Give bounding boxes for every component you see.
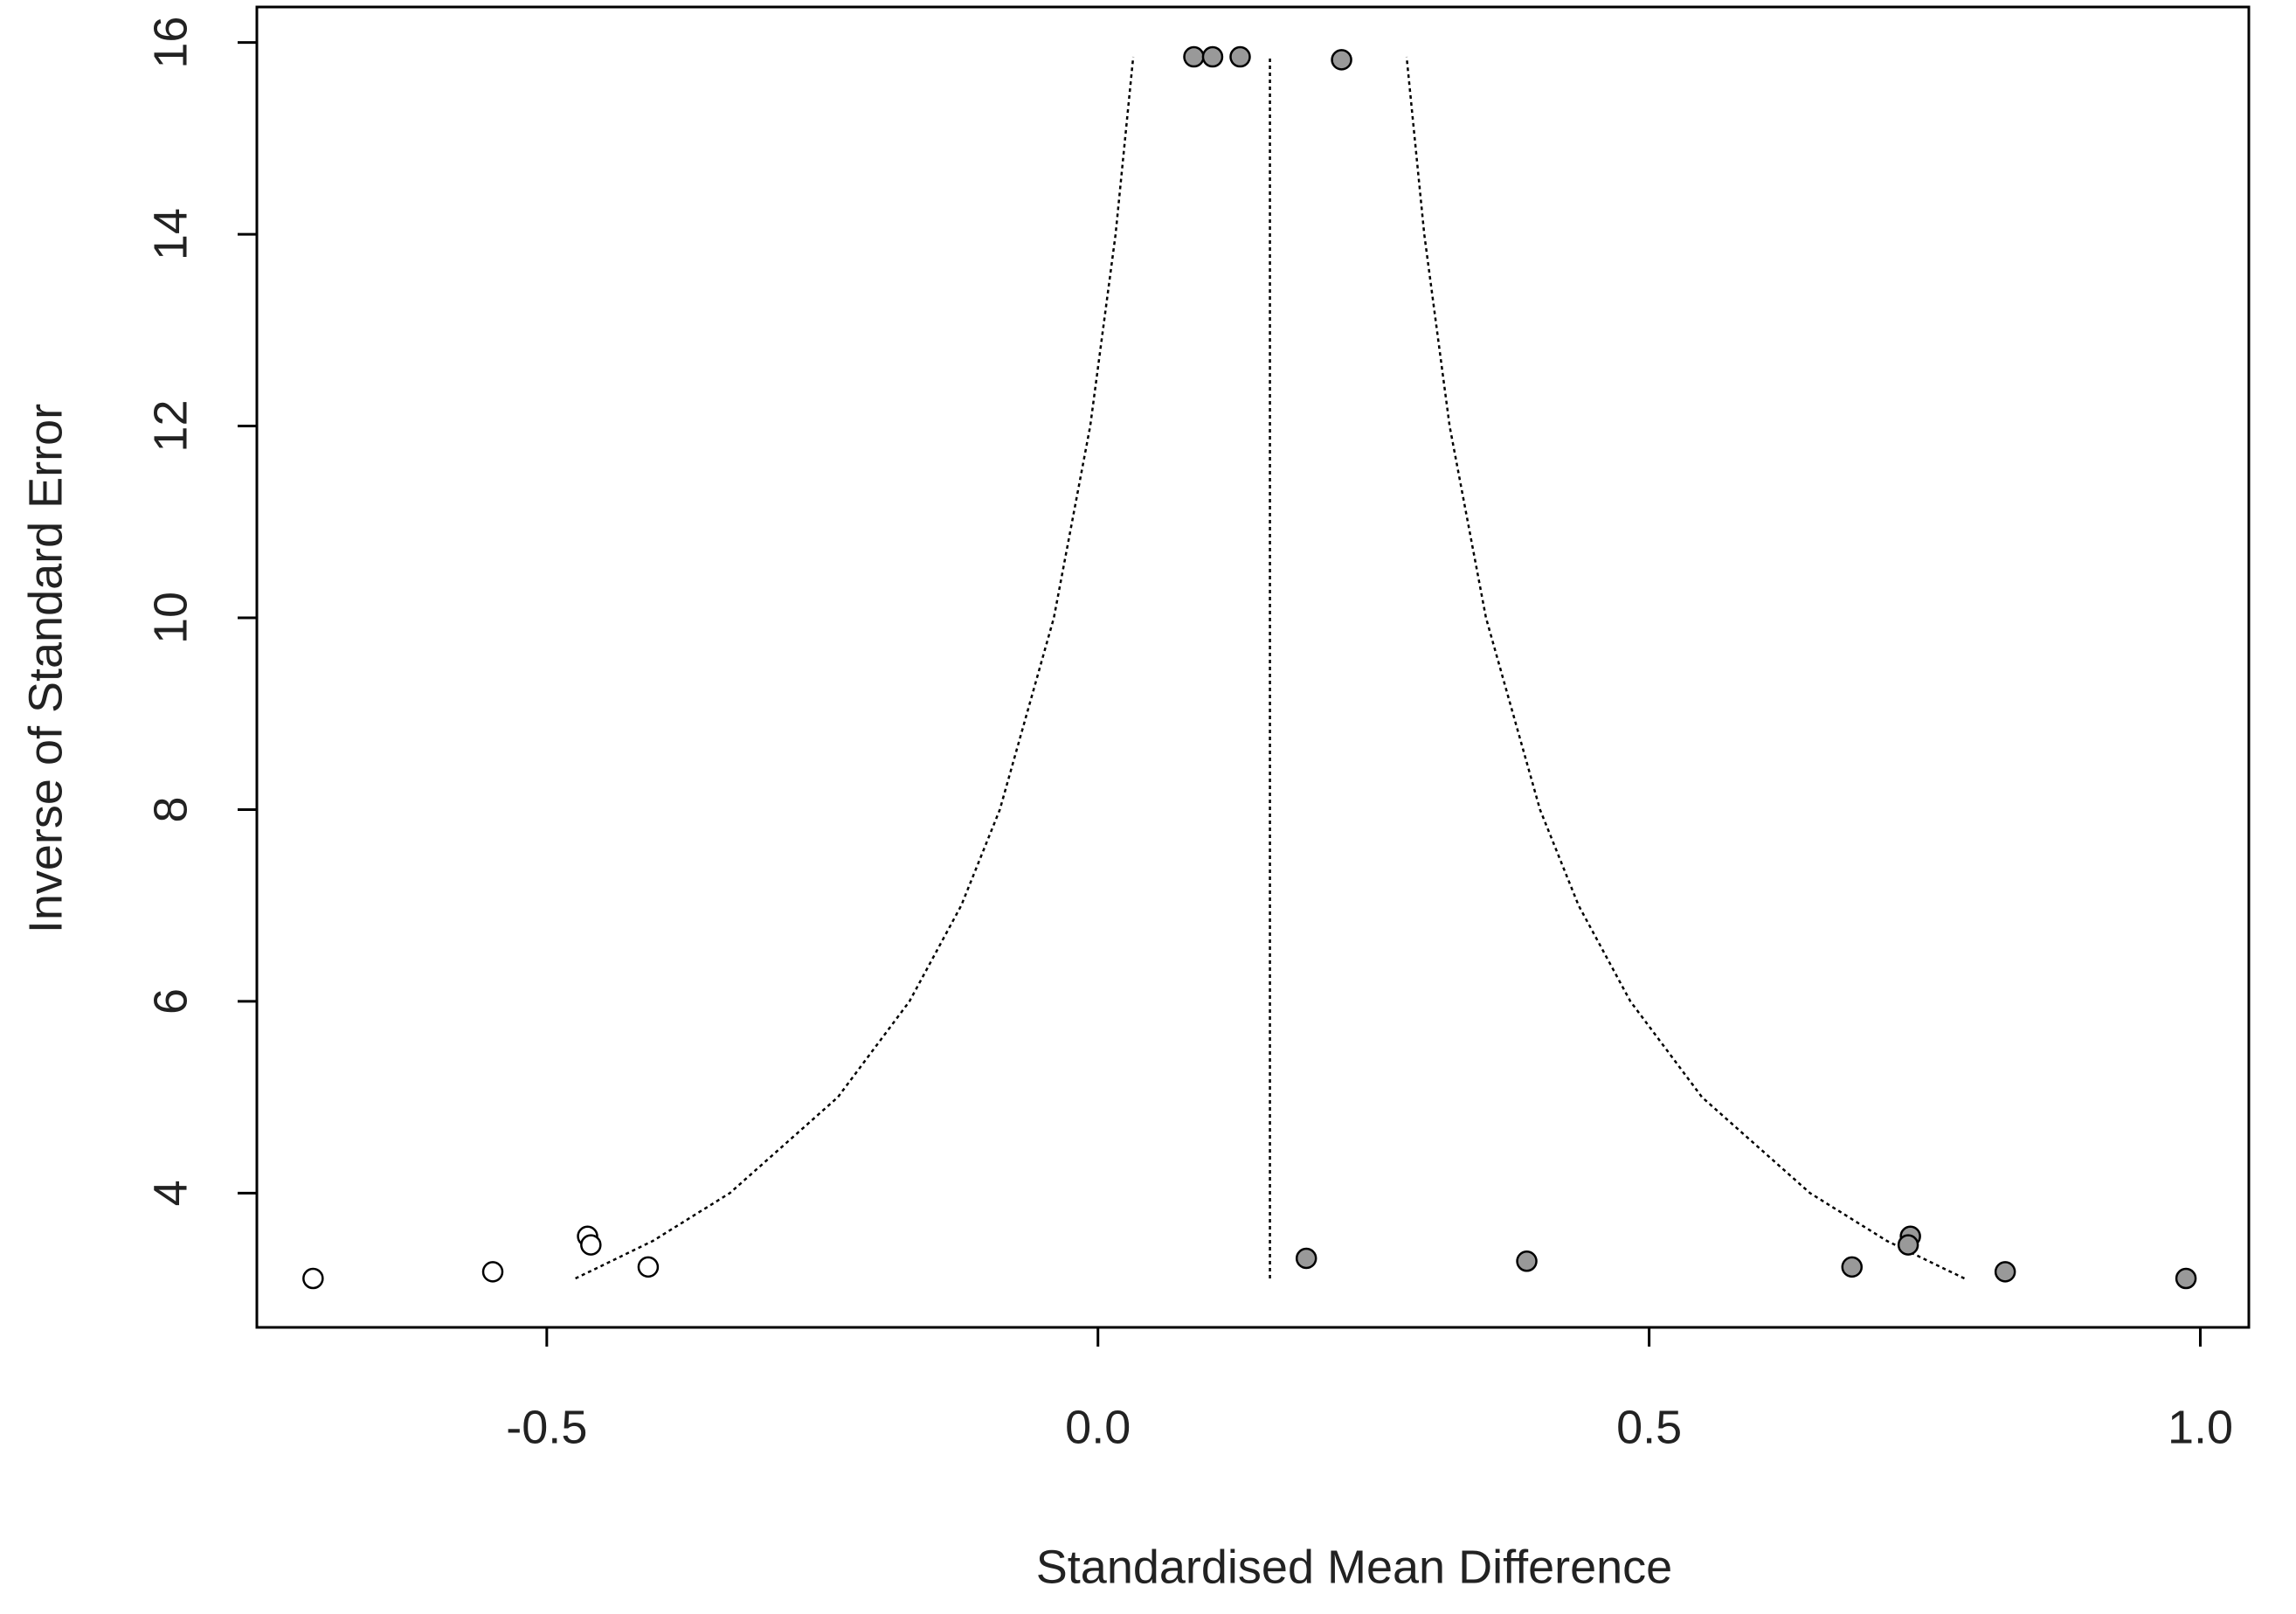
funnel-line bbox=[1405, 56, 1966, 1280]
data-point bbox=[302, 1267, 324, 1290]
data-point bbox=[1295, 1247, 1317, 1270]
data-point bbox=[637, 1256, 660, 1278]
x-tick-label: 1.0 bbox=[2168, 1401, 2233, 1453]
y-tick-label: 12 bbox=[144, 399, 197, 452]
x-tick-label: 0.0 bbox=[1065, 1401, 1131, 1453]
data-point bbox=[580, 1234, 602, 1256]
y-tick-label: 8 bbox=[144, 796, 197, 822]
plot-frame bbox=[255, 5, 2251, 1329]
data-point bbox=[1516, 1250, 1538, 1272]
y-tick-label: 6 bbox=[144, 988, 197, 1015]
data-point bbox=[1897, 1234, 1919, 1256]
data-point bbox=[1183, 45, 1205, 68]
y-tick-label: 16 bbox=[144, 17, 197, 69]
data-point bbox=[481, 1261, 504, 1283]
data-point bbox=[1994, 1261, 2016, 1283]
data-point bbox=[1201, 45, 1224, 68]
data-point bbox=[1841, 1256, 1864, 1278]
y-tick-label: 4 bbox=[144, 1180, 197, 1206]
data-point bbox=[1229, 45, 1251, 68]
funnel-line bbox=[575, 56, 1135, 1280]
x-axis-label: Standardised Mean Difference bbox=[1036, 1541, 1672, 1593]
y-tick-label: 10 bbox=[144, 592, 197, 644]
x-tick-label: -0.5 bbox=[506, 1401, 587, 1453]
y-axis-label: Inverse of Standard Error bbox=[19, 404, 72, 933]
data-point bbox=[1331, 49, 1352, 71]
x-tick-label: 0.5 bbox=[1616, 1401, 1682, 1453]
data-point bbox=[2175, 1267, 2197, 1290]
y-tick-label: 14 bbox=[144, 208, 197, 260]
